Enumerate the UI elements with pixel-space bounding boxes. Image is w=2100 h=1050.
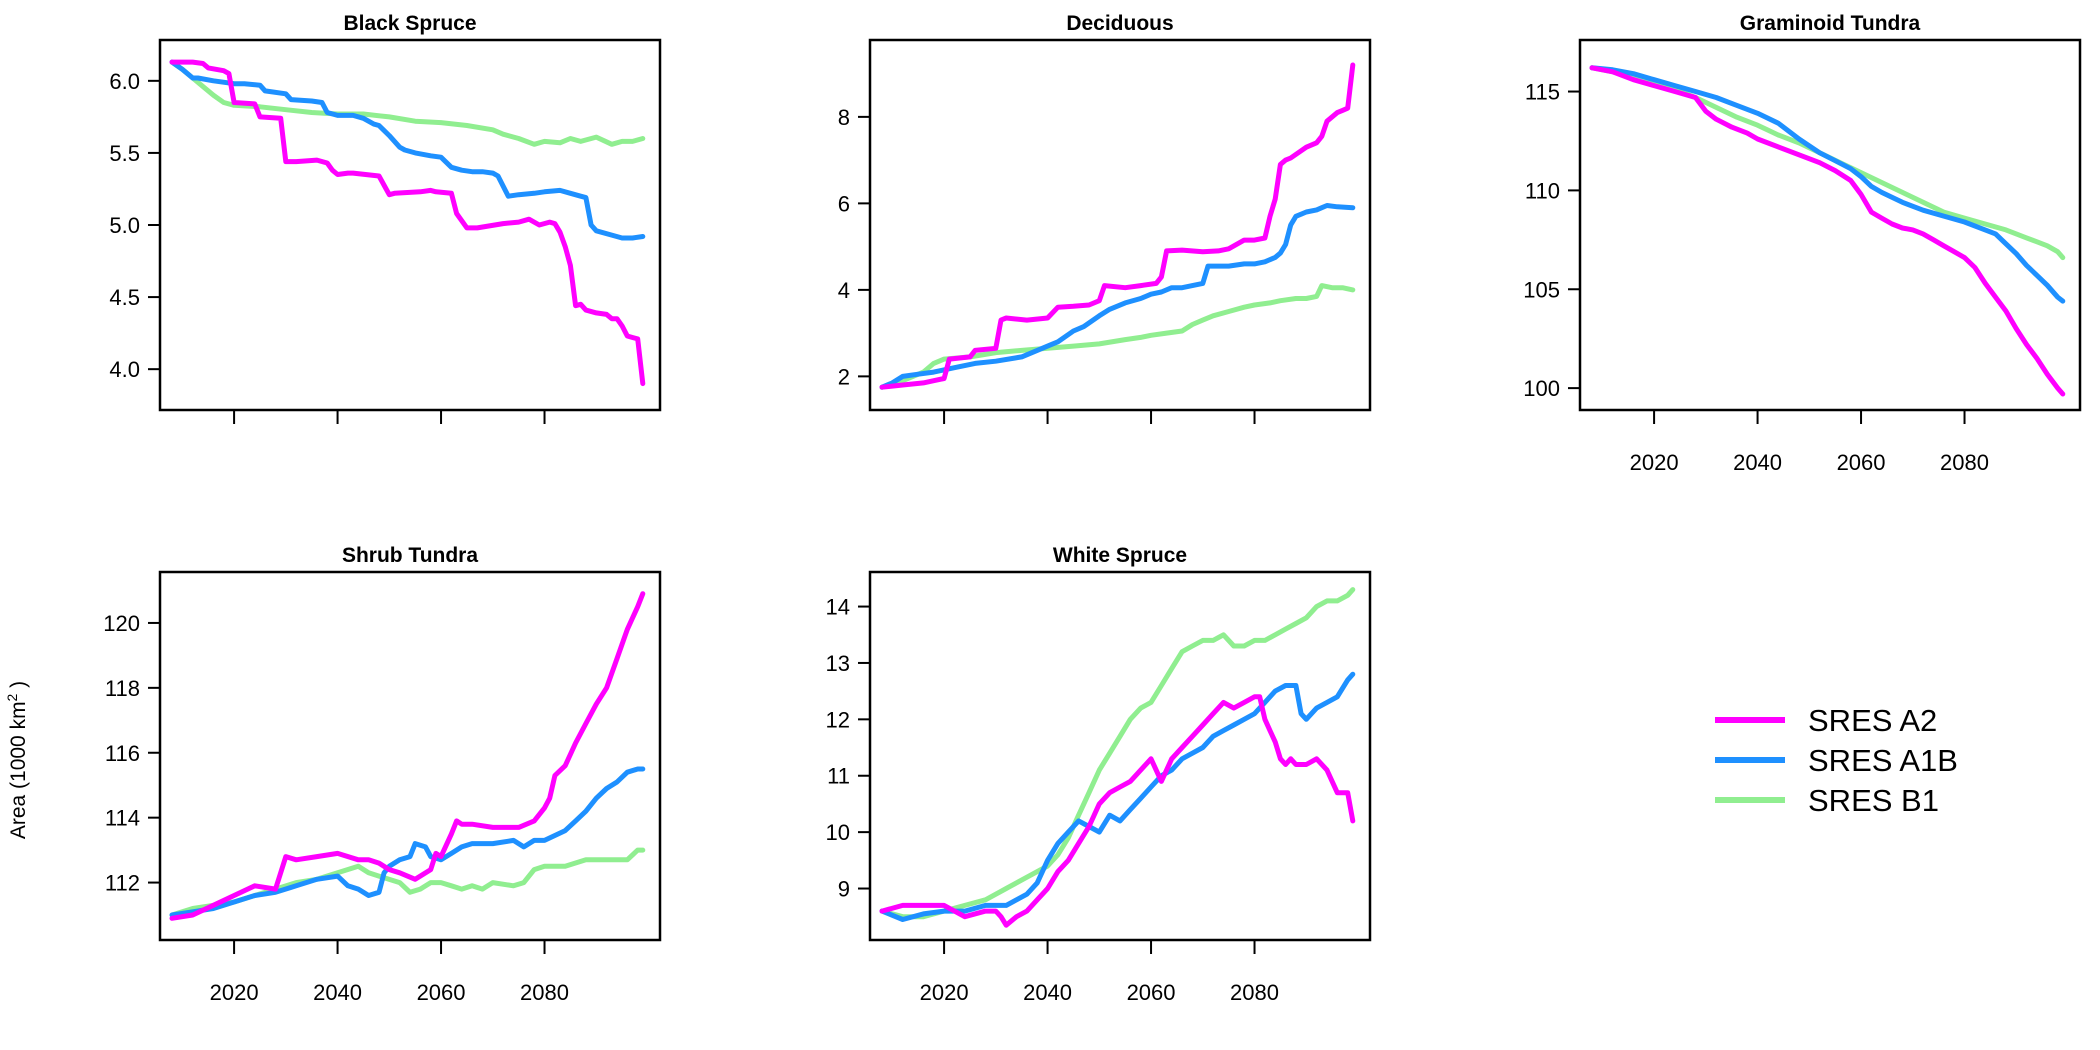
y-tick-label: 4.0: [109, 357, 140, 382]
legend-label-a1b: SRES A1B: [1808, 743, 1958, 778]
panel-black-spruce: Black Spruce 4.0 4.5 5.0 5.5 6.0: [109, 12, 662, 424]
y-tick-label: 115: [1525, 80, 1560, 105]
y-tick-label: 100: [1523, 376, 1560, 401]
series-line-sres-b1: [879, 587, 1356, 920]
series-line-sres-a2: [1589, 65, 2066, 397]
y-axis-label-superscript: 2: [4, 693, 20, 701]
panel-title: Black Spruce: [343, 12, 476, 35]
legend-label-b1: SRES B1: [1808, 783, 1939, 818]
series-line-sres-b1: [879, 283, 1356, 390]
x-tick-label: 2060: [417, 980, 466, 1005]
y-tick-label: 114: [105, 806, 140, 831]
y-axis-label: Area (1000 km2 ): [4, 681, 30, 839]
y-tick-label: 11: [827, 764, 850, 789]
series-line-sres-a2: [879, 694, 1356, 928]
series-line-sres-a1b: [169, 59, 646, 241]
series-line-sres-a1b: [169, 766, 646, 918]
x-tick-label: 2020: [210, 980, 259, 1005]
series-line-sres-a2: [169, 59, 646, 387]
y-tick-label: 112: [105, 871, 140, 896]
plot-frame: [868, 38, 1372, 412]
y-tick-label: 8: [838, 105, 850, 130]
series-line-sres-a1b: [879, 203, 1356, 390]
y-tick-label: 116: [105, 741, 140, 766]
y-tick-label: 13: [826, 651, 850, 676]
y-tick-label: 12: [826, 707, 850, 732]
panel-title: White Spruce: [1053, 544, 1187, 567]
y-tick-label: 9: [838, 877, 850, 902]
legend: SRES A2 SRES A1B SRES B1: [1715, 703, 1958, 818]
series-line-sres-b1: [169, 59, 646, 147]
y-tick-label: 6.0: [109, 69, 140, 94]
x-tick-label: 2020: [920, 980, 969, 1005]
panel-title: Shrub Tundra: [342, 544, 478, 567]
y-tick-label: 14: [826, 595, 850, 620]
x-tick-label: 2040: [1733, 450, 1782, 475]
series-line-sres-a1b: [879, 671, 1356, 922]
y-tick-label: 105: [1523, 277, 1560, 302]
y-tick-label: 10: [826, 820, 850, 845]
series-line-sres-a1b: [1589, 65, 2066, 304]
panel-graminoid-tundra: Graminoid Tundra 100 105 110 115 2020 2040 2060…: [1523, 12, 2082, 475]
y-tick-label: 4.5: [109, 285, 140, 310]
panel-shrub-tundra: Shrub Tundra 112 114 116 118 120 2020 2040 2060 2…: [103, 544, 662, 1005]
x-tick-label: 2080: [1230, 980, 1279, 1005]
x-tick-label: 2080: [1940, 450, 1989, 475]
series-line-sres-a2: [169, 591, 646, 921]
panel-title: Graminoid Tundra: [1740, 12, 1921, 35]
y-tick-label: 5.5: [109, 141, 140, 166]
x-tick-label: 2020: [1630, 450, 1679, 475]
y-tick-label: 6: [838, 191, 850, 216]
x-tick-label: 2040: [1023, 980, 1072, 1005]
panel-white-spruce: White Spruce 9 10 11 12 13 14 2020 2040 2060 2080: [826, 544, 1372, 1005]
x-tick-label: 2060: [1837, 450, 1886, 475]
x-tick-label: 2040: [313, 980, 362, 1005]
x-tick-label: 2060: [1127, 980, 1176, 1005]
plot-frame: [868, 570, 1372, 942]
y-tick-label: 5.0: [109, 213, 140, 238]
legend-label-a2: SRES A2: [1808, 703, 1937, 738]
y-tick-label: 120: [103, 611, 140, 636]
panel-title: Deciduous: [1066, 12, 1173, 35]
plot-frame: [158, 570, 662, 942]
y-tick-label: 4: [838, 278, 850, 303]
panels: Black Spruce 4.0 4.5 5.0 5.5 6.0 Deciduous 2 4 6 8…: [103, 12, 2082, 1005]
y-tick-label: 2: [838, 364, 850, 389]
x-tick-label: 2080: [520, 980, 569, 1005]
series-line-sres-a2: [879, 62, 1356, 390]
panel-deciduous: Deciduous 2 4 6 8: [838, 12, 1372, 424]
plot-frame: [1578, 38, 2082, 412]
y-tick-label: 118: [105, 676, 140, 701]
y-tick-label: 110: [1525, 178, 1560, 203]
series-line-sres-b1: [169, 847, 646, 918]
series-line-sres-b1: [1589, 65, 2066, 261]
